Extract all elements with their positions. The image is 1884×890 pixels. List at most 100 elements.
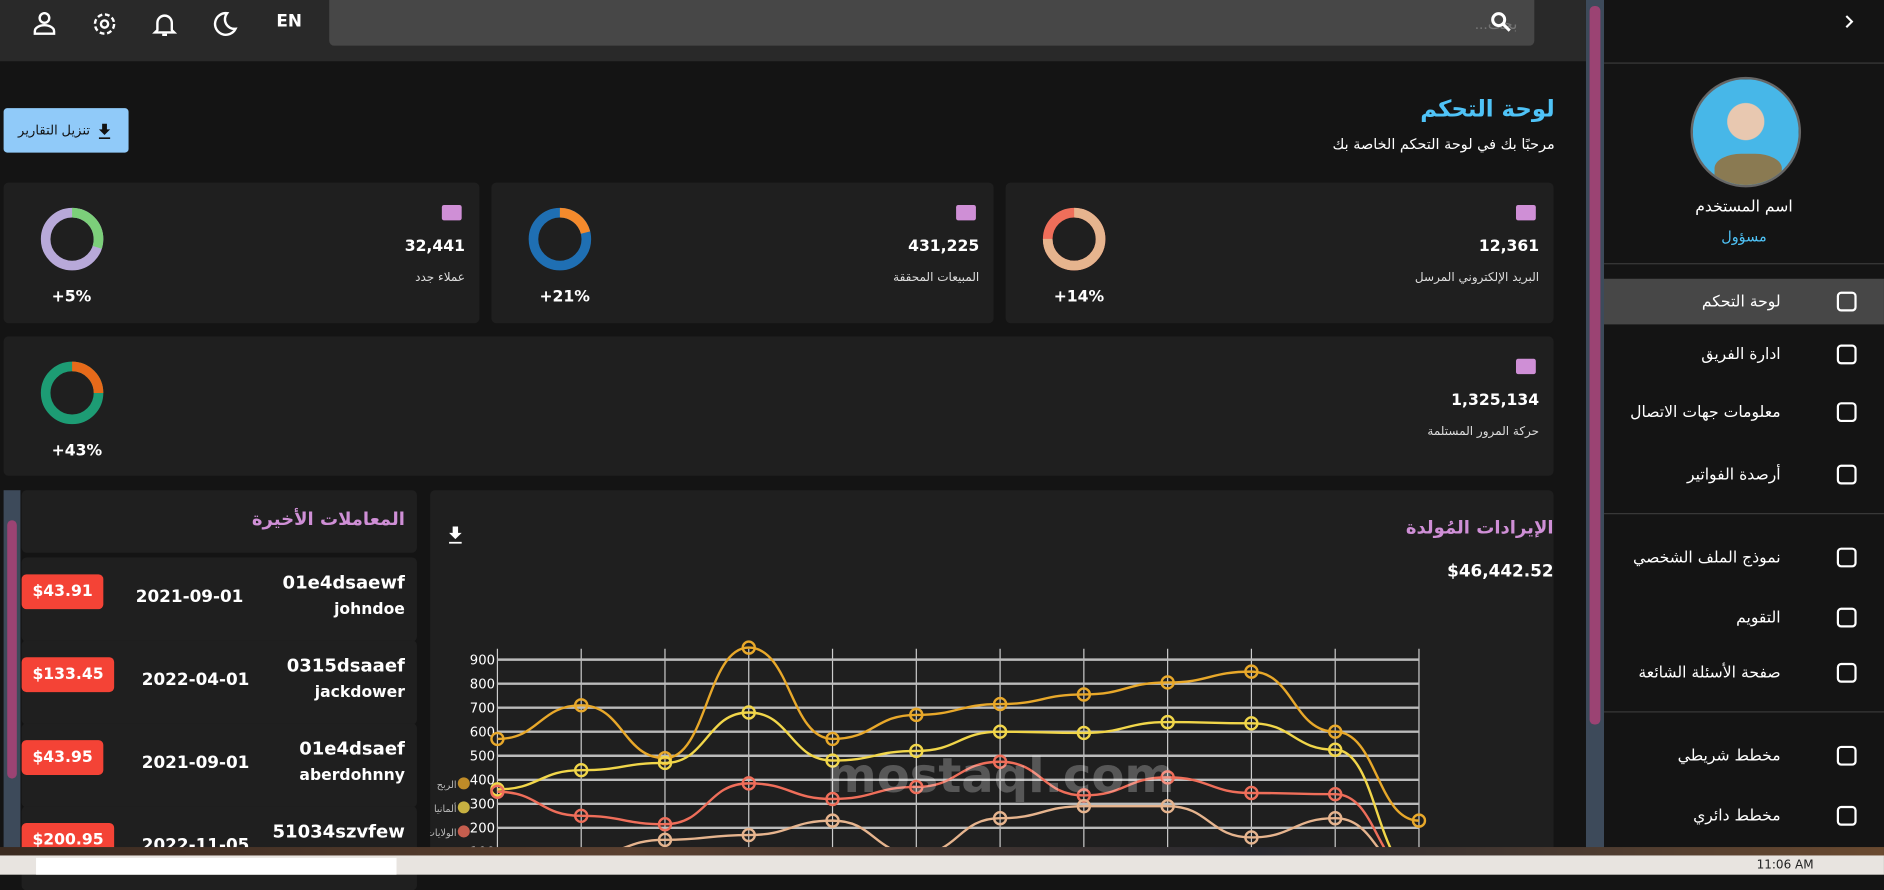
stat-card: 431,225 المبيعات المحققة +21% <box>491 182 994 324</box>
sidebar-item[interactable]: مخطط شريطي <box>1604 733 1884 779</box>
download-chart-icon[interactable] <box>445 524 467 546</box>
data-point <box>741 827 756 843</box>
chevron-right-icon[interactable] <box>1841 13 1858 30</box>
y-tick-label: 700 <box>470 701 495 716</box>
transactions-title: المعاملات الأخيرة <box>251 508 405 530</box>
user-name: اسم المستخدم <box>1695 198 1793 217</box>
sidebar-item[interactable]: أرصدة الفواتير <box>1604 452 1884 498</box>
transaction-date: 2021-09-01 <box>135 587 244 607</box>
people-icon <box>1836 344 1857 365</box>
sidebar-item-label: لوحة التحكم <box>1701 292 1781 311</box>
data-point <box>1076 725 1092 741</box>
stat-value: 431,225 <box>908 237 980 256</box>
sidebar-item[interactable]: مخطط دائري <box>1604 793 1884 839</box>
sidebar-item[interactable]: نموذج الملف الشخصي <box>1604 535 1884 581</box>
data-point <box>1244 785 1259 801</box>
progress-ring <box>40 361 104 425</box>
transaction-row[interactable]: $43.91 2021-09-01 01e4dsaewf johndoe <box>21 557 417 642</box>
legend-swatch <box>457 825 470 838</box>
transaction-user: aberdohnny <box>299 766 405 785</box>
stat-value: 32,441 <box>404 237 465 256</box>
taskbar-clock[interactable]: 11:06 AM <box>1756 859 1814 873</box>
settings-icon[interactable] <box>90 10 119 39</box>
sidebar-item[interactable]: معلومات جهات الاتصال <box>1604 389 1884 435</box>
data-point <box>1327 742 1343 757</box>
transactions-scrollbar[interactable] <box>3 490 21 856</box>
transactions-header: المعاملات الأخيرة <box>21 490 417 553</box>
data-point <box>992 754 1008 769</box>
contacts-icon <box>1836 402 1857 423</box>
data-point <box>1327 786 1343 802</box>
transaction-row[interactable]: $133.45 2022-04-01 0315dsaaef jackdower <box>21 640 417 725</box>
data-point <box>573 762 589 778</box>
transaction-date: 2022-04-01 <box>141 670 250 690</box>
language-toggle[interactable]: EN <box>276 12 302 32</box>
data-point <box>825 791 840 807</box>
help-icon <box>1836 662 1857 683</box>
legend-label: ألمانيا <box>434 802 457 815</box>
sidebar-item-label: ادارة الفريق <box>1701 345 1781 364</box>
series-line <box>581 805 1386 856</box>
dark-mode-icon[interactable] <box>210 10 239 39</box>
page-scrollbar[interactable] <box>1585 0 1605 856</box>
stat-value: 1,325,134 <box>1451 391 1540 410</box>
receipt-icon <box>1836 464 1857 485</box>
search-icon[interactable] <box>1489 10 1513 34</box>
watermark: mostaql.com <box>826 748 1175 804</box>
y-tick-label: 500 <box>470 750 495 765</box>
home-icon <box>1836 291 1857 312</box>
y-tick-label: 800 <box>470 677 495 692</box>
sidebar-item-label: مخطط دائري <box>1693 806 1781 825</box>
calendar-icon <box>1836 607 1857 628</box>
data-point <box>741 776 756 791</box>
bell-icon[interactable] <box>150 10 179 39</box>
legend-swatch <box>457 801 470 814</box>
sidebar-item-label: نموذج الملف الشخصي <box>1633 548 1781 567</box>
data-point <box>1076 687 1092 702</box>
taskbar: 11:06 AM <box>0 855 1884 875</box>
scrollbar-thumb[interactable] <box>7 520 17 779</box>
legend-label: الولايات المتحدة <box>430 828 456 839</box>
data-point <box>909 707 924 723</box>
transaction-user: jackdower <box>314 683 405 702</box>
transaction-user: johndoe <box>334 600 405 619</box>
sidebar-item-label: أرصدة الفواتير <box>1687 465 1781 484</box>
stat-card: 32,441 عملاء جدد +5% <box>3 182 480 324</box>
transaction-id: 51034szvfew <box>272 820 405 843</box>
page-subtitle: مرحبًا بك في لوحة التحكم الخاصة بك <box>1332 135 1555 153</box>
sidebar-item[interactable]: التقويم <box>1604 595 1884 641</box>
download-icon <box>98 123 111 139</box>
data-point <box>490 731 505 747</box>
sidebar-item[interactable]: صفحة الأسئلة الشائعة <box>1604 650 1884 696</box>
transaction-cost: $43.91 <box>21 574 104 610</box>
user-icon[interactable] <box>30 10 59 39</box>
stat-percent: +14% <box>1053 288 1105 307</box>
data-point <box>741 640 756 655</box>
sidebar-item-label: التقويم <box>1736 608 1781 627</box>
data-point <box>1327 724 1343 739</box>
avatar <box>1690 76 1802 188</box>
pie-chart-icon <box>1836 805 1857 826</box>
search-input[interactable] <box>329 0 1535 46</box>
data-point <box>573 808 589 824</box>
transaction-row[interactable]: $43.95 2021-09-01 01e4dsaef aberdohnny <box>21 723 417 808</box>
data-point <box>909 779 924 795</box>
transaction-cost: $43.95 <box>21 740 104 775</box>
download-reports-button[interactable]: تنزيل التقارير <box>3 108 129 153</box>
page-scrollbar-thumb[interactable] <box>1589 6 1601 725</box>
y-tick-label: 400 <box>470 774 495 789</box>
revenue-card: الإيرادات المُولدة $46,442.52 1002003004… <box>430 490 1554 856</box>
data-point <box>1076 798 1092 814</box>
data-point <box>657 755 673 771</box>
email-icon <box>1515 204 1536 221</box>
data-point <box>1160 675 1175 690</box>
y-tick-label: 300 <box>470 798 495 813</box>
sidebar-item[interactable]: ادارة الفريق <box>1604 332 1884 378</box>
transaction-id: 0315dsaaef <box>286 654 405 677</box>
search-box[interactable] <box>329 0 1535 46</box>
stat-card: 12,361 البريد الإلكتروني المرسل +14% <box>1005 182 1554 324</box>
sidebar-item[interactable]: لوحة التحكم <box>1604 278 1884 325</box>
desktop-wallpaper <box>0 847 1884 857</box>
data-point <box>909 743 924 759</box>
data-point <box>1244 664 1259 679</box>
